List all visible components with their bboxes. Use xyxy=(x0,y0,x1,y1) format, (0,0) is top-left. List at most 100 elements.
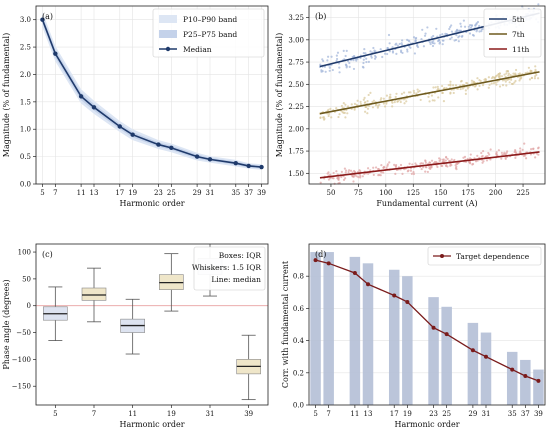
median-point xyxy=(169,145,174,151)
y-axis-label: Magnitude (% of fundamental) xyxy=(2,33,11,157)
x-tick-label: 39 xyxy=(534,410,543,418)
scatter-point xyxy=(355,59,358,62)
y-tick-label: 50 xyxy=(22,275,31,283)
scatter-point xyxy=(319,116,322,119)
scatter-point xyxy=(342,102,345,105)
scatter-point xyxy=(487,86,490,89)
x-tick-label: 35 xyxy=(508,410,517,418)
scatter-point xyxy=(452,91,455,95)
scatter-point xyxy=(490,82,493,85)
target-point xyxy=(536,378,541,383)
scatter-point xyxy=(427,95,430,98)
bar xyxy=(441,306,452,405)
scatter-point xyxy=(454,84,458,87)
scatter-point xyxy=(344,103,347,106)
panel-b: 1.50 1.75 2.00 2.25 2.50 2.75 3.00 3.25 50 75 100 1… xyxy=(275,3,546,208)
scatter-point xyxy=(408,162,411,165)
scatter-point xyxy=(425,166,428,169)
scatter-point xyxy=(422,166,425,169)
bar xyxy=(310,252,321,405)
scatter-point xyxy=(398,42,401,46)
scatter-point xyxy=(523,142,526,145)
x-tick-label: 50 xyxy=(326,189,335,197)
scatter-point xyxy=(386,52,389,56)
scatter-point xyxy=(432,86,435,89)
scatter-point xyxy=(366,107,370,110)
scatter-point xyxy=(331,68,334,72)
scatter-point xyxy=(353,174,357,177)
scatter-point xyxy=(428,100,431,103)
scatter-point xyxy=(444,164,448,167)
scatter-point xyxy=(444,159,447,162)
scatter-point xyxy=(449,162,452,166)
y-tick-label: 2.50 xyxy=(288,81,304,89)
scatter-point xyxy=(420,38,423,41)
scatter-point xyxy=(449,83,452,86)
scatter-point xyxy=(395,42,398,45)
scatter-point xyxy=(488,83,491,86)
scatter-point xyxy=(349,169,353,172)
scatter-point xyxy=(442,100,446,103)
x-tick-label: 31 xyxy=(206,410,215,418)
y-tick-label: 100 xyxy=(18,249,31,257)
scatter-point xyxy=(388,97,391,100)
legend-label: 11th xyxy=(512,45,530,54)
x-tick-label: 150 xyxy=(434,189,447,197)
scatter-point xyxy=(391,101,394,104)
scatter-point xyxy=(510,78,513,81)
scatter-point xyxy=(513,150,516,154)
panel-label: (b) xyxy=(315,12,326,21)
scatter-point xyxy=(363,96,366,99)
scatter-point xyxy=(359,174,362,178)
scatter-point xyxy=(372,166,375,169)
scatter-point xyxy=(492,82,495,85)
scatter-point xyxy=(426,26,429,29)
scatter-point xyxy=(495,151,498,154)
legend-label: 7th xyxy=(512,30,525,39)
scatter-point xyxy=(415,92,418,95)
scatter-point xyxy=(532,147,535,150)
scatter-point xyxy=(343,167,347,170)
median-point xyxy=(233,160,238,166)
scatter-point xyxy=(371,100,374,104)
scatter-point xyxy=(438,41,442,44)
scatter-point xyxy=(362,58,365,61)
scatter-point xyxy=(326,59,329,62)
target-point xyxy=(431,325,436,330)
x-tick-label: 7 xyxy=(326,410,330,418)
scatter-point xyxy=(514,156,517,160)
scatter-point xyxy=(348,61,351,65)
scatter-point xyxy=(489,148,492,151)
scatter-point xyxy=(505,72,508,75)
scatter-point xyxy=(485,159,489,162)
scatter-point xyxy=(322,116,325,119)
bar xyxy=(506,351,518,405)
scatter-point xyxy=(437,39,441,42)
scatter-point xyxy=(383,105,387,108)
scatter-point xyxy=(533,77,537,80)
scatter-point xyxy=(507,74,510,77)
scatter-point xyxy=(327,112,331,116)
scatter-point xyxy=(359,102,362,106)
scatter-point xyxy=(462,19,465,22)
y-tick-label: 1.5 xyxy=(20,98,31,106)
scatter-point xyxy=(412,36,416,39)
scatter-point xyxy=(386,46,389,50)
x-tick-label: 31 xyxy=(482,410,491,418)
x-axis-label: Harmonic order xyxy=(119,420,184,429)
scatter-point xyxy=(483,78,486,81)
scatter-point xyxy=(450,24,453,27)
scatter-point xyxy=(431,44,435,48)
scatter-point xyxy=(498,72,501,75)
scatter-point xyxy=(347,170,350,174)
legend-note: Boxes: IQR xyxy=(219,251,262,260)
scatter-point xyxy=(537,3,540,6)
bar xyxy=(388,269,400,405)
scatter-point xyxy=(352,59,355,62)
scatter-point xyxy=(518,72,522,75)
scatter-point xyxy=(456,162,459,166)
scatter-point xyxy=(476,88,479,91)
scatter-point xyxy=(382,166,385,169)
x-tick-label: 37 xyxy=(521,410,530,418)
scatter-point xyxy=(496,80,499,83)
